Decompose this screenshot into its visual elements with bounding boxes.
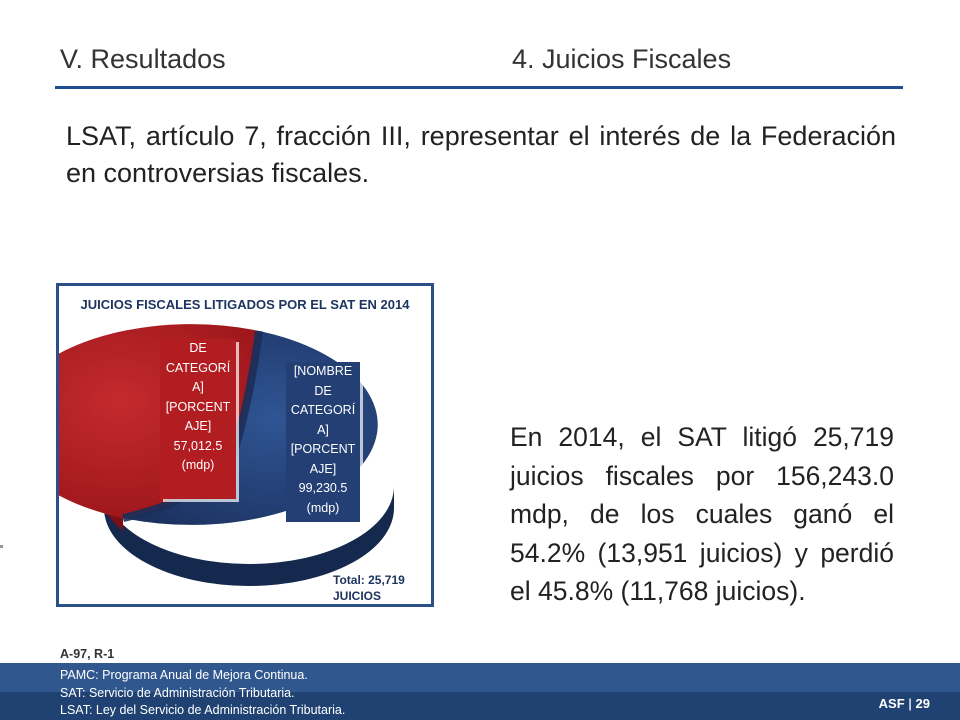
intro-paragraph: LSAT, artículo 7, fracción III, represen…	[66, 121, 896, 188]
slice-label-line: AJE]	[184, 419, 212, 433]
footnote: LSAT: Ley del Servicio de Administración…	[60, 703, 346, 717]
slice-label-value: 57,012.5	[173, 438, 223, 453]
page-number: 29	[915, 696, 930, 711]
page-separator: |	[908, 696, 912, 711]
footnote: SAT: Servicio de Administración Tributar…	[60, 685, 295, 700]
org-name: ASF	[878, 696, 905, 711]
chart-total: Total: 25,719 JUICIOS	[333, 572, 405, 604]
slice-label-line: CATEGORÍ	[165, 360, 231, 375]
footer-band	[0, 692, 960, 720]
pie-chart-frame: JUICIOS FISCALES LITIGADOS POR EL SAT EN…	[56, 283, 434, 607]
section-title: V. Resultados	[60, 44, 226, 74]
chart-title: JUICIOS FISCALES LITIGADOS POR EL SAT EN…	[80, 297, 410, 312]
decorative-mark	[0, 545, 3, 548]
pie-side-blue	[104, 486, 394, 586]
slice-label-red: DE CATEGORÍ A] [PORCENT AJE] 57,012.5 (m…	[160, 339, 236, 499]
reference-code: A-97, R-1	[60, 647, 115, 661]
summary-paragraph: En 2014, el SAT litigó 25,719 juicios fi…	[510, 422, 894, 606]
footnote: PAMC: Programa Anual de Mejora Continua.	[60, 668, 308, 682]
slice-label-unit: (mdp)	[306, 500, 340, 515]
page-indicator: ASF | 29	[879, 696, 930, 711]
slice-label-unit: (mdp)	[181, 458, 215, 472]
footnotes: PAMC: Programa Anual de Mejora Continua.…	[60, 667, 345, 720]
chart-total-line: Total: 25,719	[333, 573, 405, 587]
slice-label-line: [PORCENT	[290, 442, 356, 456]
pie-chart	[59, 324, 394, 586]
topic-title: 4. Juicios Fiscales	[512, 44, 732, 74]
chart-total-line: JUICIOS	[333, 589, 382, 603]
header-divider	[55, 86, 903, 89]
slice-label-line: AJE]	[309, 461, 337, 476]
slice-label-line: CATEGORÍ	[290, 403, 356, 417]
slice-label-line: [PORCENT	[165, 399, 231, 414]
slice-label-blue: [NOMBRE DE CATEGORÍ A] [PORCENT AJE] 99,…	[286, 362, 360, 522]
slice-label-line: [NOMBRE	[293, 364, 353, 378]
slice-label-line: A]	[317, 422, 329, 437]
slice-label-line: DE	[314, 383, 332, 398]
slice-label-value: 99,230.5	[298, 481, 348, 495]
slice-label-line: DE	[189, 341, 207, 355]
slice-label-line: A]	[192, 380, 204, 394]
